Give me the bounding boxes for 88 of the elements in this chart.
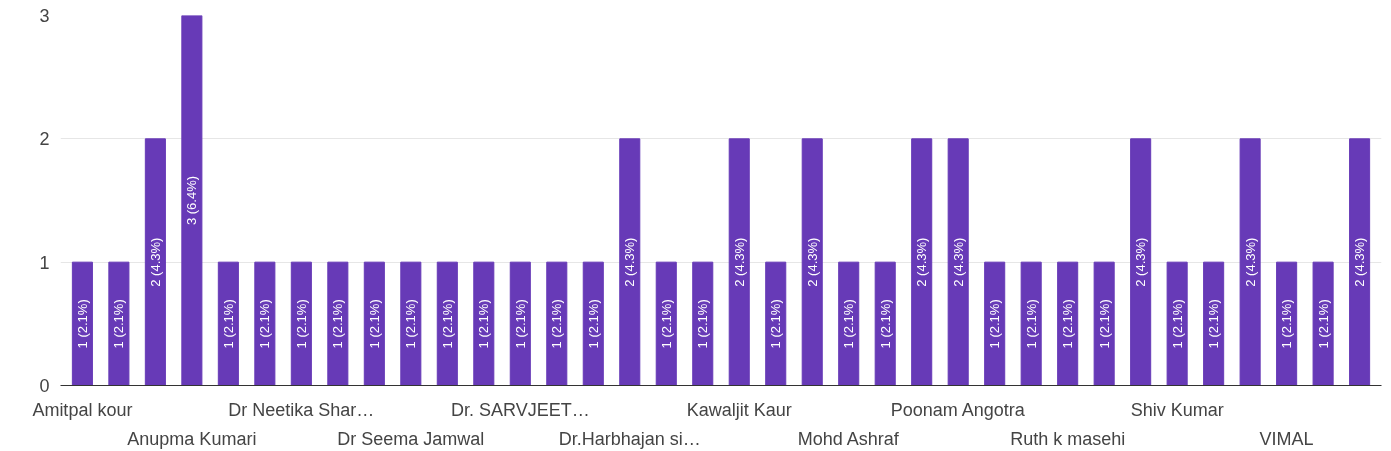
bar xyxy=(582,261,604,386)
bar xyxy=(108,261,130,386)
data-label: 1 (2.1%) xyxy=(111,299,127,349)
bar xyxy=(254,261,276,386)
bar xyxy=(728,138,750,386)
data-label: 1 (2.1%) xyxy=(695,299,711,349)
data-label: 1 (2.1%) xyxy=(585,299,601,349)
bar xyxy=(400,261,422,386)
x-tick-label: Mohd Ashraf xyxy=(797,428,900,449)
y-tick-label: 3 xyxy=(39,6,50,26)
bar xyxy=(801,138,823,386)
bar xyxy=(765,261,787,386)
bar xyxy=(144,138,166,386)
bar xyxy=(1203,261,1225,386)
data-label: 2 (4.3%) xyxy=(914,237,930,287)
bar xyxy=(181,15,203,386)
data-label: 1 (2.1%) xyxy=(403,299,419,349)
bar xyxy=(1093,261,1115,386)
data-label: 2 (4.3%) xyxy=(147,237,163,287)
data-label: 1 (2.1%) xyxy=(1060,299,1076,349)
bar xyxy=(1312,261,1334,386)
x-tick-label: Dr.Harbhajan si… xyxy=(558,428,701,449)
data-label: 1 (2.1%) xyxy=(1169,299,1185,349)
data-label: 2 (4.3%) xyxy=(622,237,638,287)
data-label: 1 (2.1%) xyxy=(476,299,492,349)
data-label: 2 (4.3%) xyxy=(1352,237,1368,287)
bar xyxy=(1276,261,1298,386)
data-label: 1 (2.1%) xyxy=(330,299,346,349)
bar xyxy=(1020,261,1042,386)
bar xyxy=(947,138,969,386)
data-label: 1 (2.1%) xyxy=(293,299,309,349)
data-label: 2 (4.3%) xyxy=(1242,237,1258,287)
bar xyxy=(874,261,896,386)
data-label: 1 (2.1%) xyxy=(512,299,528,349)
data-label: 3 (6.4%) xyxy=(184,175,200,226)
bar xyxy=(473,261,495,386)
data-label: 1 (2.1%) xyxy=(1096,299,1112,349)
bar xyxy=(1130,138,1152,386)
data-label: 1 (2.1%) xyxy=(366,299,382,349)
bar xyxy=(363,261,385,386)
data-label: 1 (2.1%) xyxy=(549,299,565,349)
y-tick-label: 1 xyxy=(39,252,50,273)
data-label: 1 (2.1%) xyxy=(1279,299,1295,349)
x-tick-label: Dr. SARVJEET… xyxy=(450,399,590,420)
bar xyxy=(217,261,239,386)
bar xyxy=(509,261,531,386)
bar xyxy=(1239,138,1261,386)
data-label: 1 (2.1%) xyxy=(74,299,90,349)
data-label: 1 (2.1%) xyxy=(768,299,784,349)
x-tick-label: Kawaljit Kaur xyxy=(686,399,792,420)
x-tick-label: Ruth k masehi xyxy=(1010,428,1126,449)
data-label: 2 (4.3%) xyxy=(804,237,820,287)
bar xyxy=(546,261,568,386)
data-label: 1 (2.1%) xyxy=(1206,299,1222,349)
data-label: 2 (4.3%) xyxy=(731,237,747,287)
data-label: 1 (2.1%) xyxy=(987,299,1003,349)
bar xyxy=(619,138,641,386)
x-tick-label: Poonam Angotra xyxy=(890,399,1026,420)
x-tick-label: Dr Neetika Shar… xyxy=(228,399,375,420)
x-tick-label: Shiv Kumar xyxy=(1130,399,1224,420)
x-tick-label: Amitpal kour xyxy=(32,399,133,420)
bar xyxy=(71,261,93,386)
y-tick-label: 2 xyxy=(39,129,50,150)
data-label: 2 (4.3%) xyxy=(1133,237,1149,287)
data-label: 1 (2.1%) xyxy=(1315,299,1331,349)
data-label: 1 (2.1%) xyxy=(439,299,455,349)
bar xyxy=(692,261,714,386)
bar xyxy=(911,138,933,386)
data-label: 1 (2.1%) xyxy=(220,299,236,349)
data-label: 2 (4.3%) xyxy=(950,237,966,287)
bar xyxy=(1166,261,1188,386)
bar xyxy=(838,261,860,386)
bar xyxy=(984,261,1006,386)
bar xyxy=(655,261,677,386)
data-label: 1 (2.1%) xyxy=(257,299,273,349)
data-label: 1 (2.1%) xyxy=(1023,299,1039,349)
x-tick-label: Dr Seema Jamwal xyxy=(337,428,485,449)
data-label: 1 (2.1%) xyxy=(841,299,857,349)
data-label: 1 (2.1%) xyxy=(658,299,674,349)
bar xyxy=(290,261,312,386)
x-tick-label: Anupma Kumari xyxy=(127,428,257,449)
bar xyxy=(327,261,349,386)
data-label: 1 (2.1%) xyxy=(877,299,893,349)
y-tick-label: 0 xyxy=(39,376,50,396)
x-tick-label: VIMAL xyxy=(1259,428,1314,449)
bar xyxy=(1349,138,1371,386)
bar xyxy=(436,261,458,386)
bar xyxy=(1057,261,1079,386)
